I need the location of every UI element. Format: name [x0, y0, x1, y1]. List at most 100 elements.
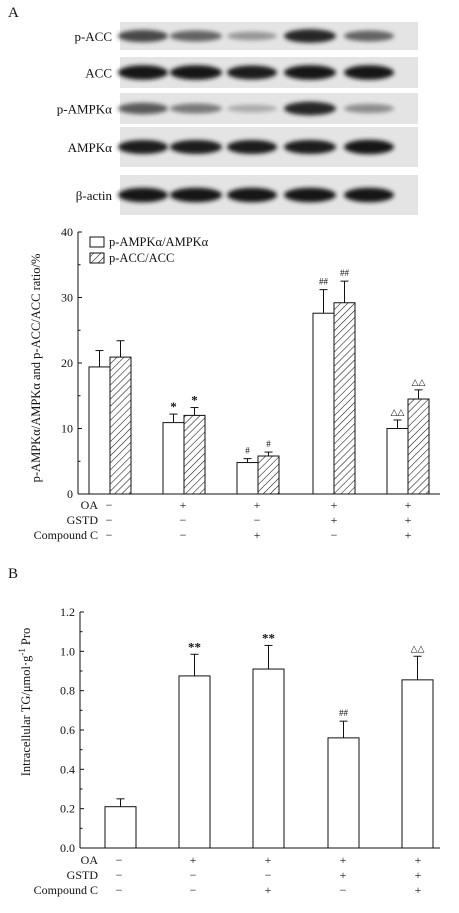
treatment-sign: − — [106, 498, 113, 512]
blot-band — [284, 65, 336, 80]
bar — [257, 455, 280, 495]
treatment-sign: + — [405, 498, 412, 512]
treatment-sign: − — [106, 513, 113, 527]
y-tick-label: 20 — [61, 356, 73, 370]
chart-a-legend: p-AMPKα/AMPKα p-ACC/ACC — [89, 235, 209, 265]
panel-b-label: B — [8, 566, 18, 582]
chart-a-y-axis-label: p-AMPKα/AMPKα and p-ACC/ACC ratio/% — [29, 254, 43, 483]
blot-band — [227, 65, 277, 80]
treatment-sign: + — [254, 528, 261, 542]
legend-label: p-ACC/ACC — [109, 251, 174, 265]
treatment-sign: − — [180, 528, 187, 542]
bar — [312, 312, 335, 495]
chart-a: p-AMPKα/AMPKα and p-ACC/ACC ratio/% p-AM… — [29, 225, 440, 542]
treatment-label: GSTD — [67, 868, 99, 882]
blot-band — [227, 31, 277, 41]
blot-band — [344, 30, 394, 42]
y-tick-label: 30 — [61, 291, 73, 305]
blot-band — [284, 139, 336, 155]
bar — [109, 356, 132, 495]
treatment-sign: − — [331, 528, 338, 542]
treatment-sign: + — [265, 853, 272, 867]
treatment-sign: + — [415, 883, 422, 897]
blot-row-label: p-AMPKα — [57, 102, 112, 117]
treatment-sign: + — [190, 853, 197, 867]
significance-marker: ** — [188, 639, 201, 654]
bar — [327, 737, 360, 849]
treatment-sign: + — [331, 498, 338, 512]
blot-band — [118, 102, 168, 115]
blot-band — [170, 139, 222, 155]
significance-marker: # — [266, 439, 271, 449]
treatment-label: OA — [81, 853, 99, 867]
treatment-sign: + — [265, 883, 272, 897]
treatment-sign: − — [340, 883, 347, 897]
significance-marker: △△ — [411, 643, 425, 653]
treatment-label: Compound C — [34, 528, 98, 542]
blot-band — [170, 187, 222, 203]
treatment-sign: + — [340, 853, 347, 867]
chart-b-y-label-sup: -1 — [17, 648, 27, 656]
blot-band — [344, 65, 394, 80]
y-tick-label: 40 — [61, 225, 73, 239]
bar — [88, 366, 111, 495]
blot-row-label: ACC — [85, 66, 112, 81]
significance-marker: ** — [262, 630, 275, 645]
chart-b: Intracellular TG/μmol·g-1 Pro 0.0 0.2 0.4 0.… — [17, 605, 440, 897]
significance-marker: ## — [319, 277, 329, 287]
treatment-sign: − — [106, 528, 113, 542]
blot-band — [284, 101, 336, 116]
treatment-sign: + — [331, 513, 338, 527]
treatment-sign: − — [116, 868, 123, 882]
blot-band — [227, 139, 277, 155]
bar — [178, 675, 211, 849]
treatment-sign: + — [405, 528, 412, 542]
y-tick-label: 0.0 — [60, 841, 75, 855]
y-tick-label: 0 — [67, 487, 73, 501]
blot-band — [118, 187, 168, 203]
blot-band — [284, 29, 336, 43]
chart-b-y-label-main: Intracellular TG/μmol·g — [19, 655, 33, 776]
panel-a-label: A — [8, 5, 19, 21]
blot-band — [227, 187, 277, 203]
western-blot: p-ACC ACC p-AMPKα AMPKα β-actin — [57, 22, 418, 215]
chart-b-y-label-tail: Pro — [19, 628, 33, 645]
bar — [252, 668, 285, 849]
y-tick-label: 1.2 — [60, 605, 75, 619]
treatment-sign: − — [116, 883, 123, 897]
y-tick-label: 0.2 — [60, 802, 75, 816]
treatment-sign: − — [190, 883, 197, 897]
blot-band — [344, 103, 394, 114]
y-tick-label: 10 — [61, 422, 73, 436]
treatment-sign: − — [180, 513, 187, 527]
blot-band — [170, 30, 222, 42]
bar — [104, 806, 137, 849]
significance-marker: △△ — [391, 407, 405, 417]
y-tick-label: 0.6 — [60, 723, 75, 737]
significance-marker: # — [245, 446, 250, 456]
significance-marker: ## — [340, 268, 350, 278]
bar — [386, 428, 409, 495]
y-tick-label: 0.8 — [60, 684, 75, 698]
treatment-label: OA — [81, 498, 99, 512]
blot-band — [118, 139, 168, 155]
significance-marker: * — [170, 399, 177, 414]
treatment-sign: + — [254, 498, 261, 512]
treatment-label: Compound C — [34, 883, 98, 897]
bar — [407, 398, 430, 495]
blot-band — [284, 187, 336, 203]
blot-band — [118, 29, 168, 43]
treatment-sign: + — [405, 513, 412, 527]
bar — [162, 422, 185, 495]
blot-band — [170, 103, 222, 114]
treatment-label: GSTD — [67, 513, 99, 527]
treatment-sign: + — [340, 868, 347, 882]
y-tick-label: 0.4 — [60, 762, 75, 776]
blot-band — [344, 187, 394, 203]
bar — [333, 302, 356, 495]
bar — [183, 414, 206, 495]
significance-marker: ## — [339, 708, 349, 718]
blot-row-label: p-ACC — [74, 29, 112, 44]
chart-b-y-axis-label: Intracellular TG/μmol·g-1 Pro — [17, 628, 33, 777]
significance-marker: * — [191, 393, 198, 408]
